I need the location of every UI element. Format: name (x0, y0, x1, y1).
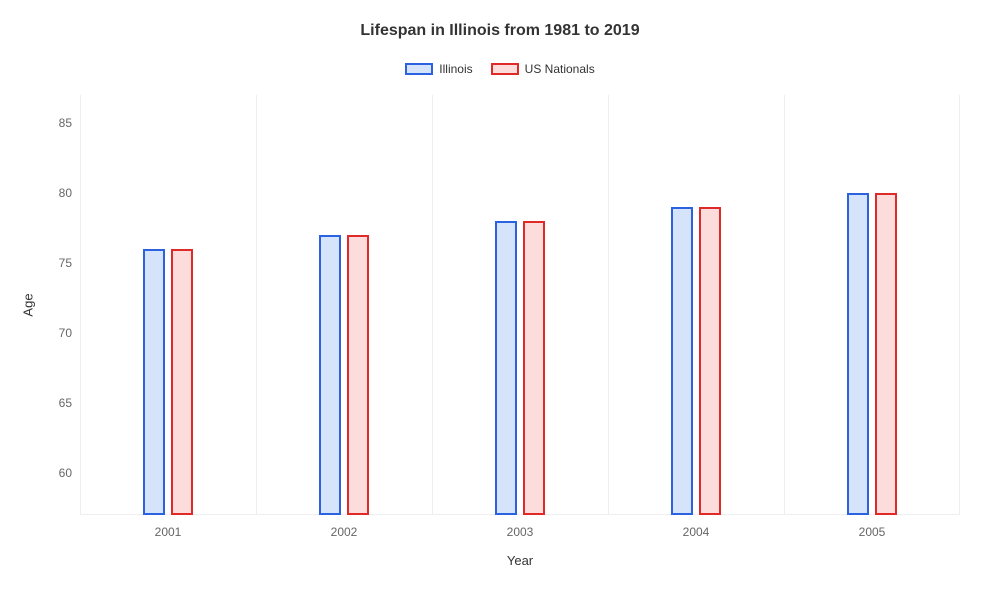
chart-title: Lifespan in Illinois from 1981 to 2019 (0, 22, 1000, 40)
bar (875, 193, 897, 515)
bar (523, 221, 545, 515)
bar (143, 249, 165, 515)
bar (847, 193, 869, 515)
legend-swatch (405, 63, 433, 75)
y-tick-label: 75 (59, 256, 72, 270)
axis-baseline (80, 514, 960, 515)
grid-line (784, 95, 785, 515)
y-tick-label: 85 (59, 116, 72, 130)
bar (347, 235, 369, 515)
grid-line (432, 95, 433, 515)
y-tick-label: 70 (59, 326, 72, 340)
bar (671, 207, 693, 515)
y-tick-label: 65 (59, 396, 72, 410)
y-axis-title: Age (21, 293, 36, 316)
bar (319, 235, 341, 515)
x-tick-label: 2005 (859, 525, 886, 539)
x-tick-label: 2003 (507, 525, 534, 539)
bar (171, 249, 193, 515)
legend-label: US Nationals (525, 62, 595, 76)
grid-line (959, 95, 960, 515)
grid-line (256, 95, 257, 515)
chart-container: Lifespan in Illinois from 1981 to 2019 I… (0, 0, 1000, 600)
legend-swatch (491, 63, 519, 75)
grid-line (80, 95, 81, 515)
legend-item: US Nationals (491, 62, 595, 76)
legend-label: Illinois (439, 62, 472, 76)
x-axis-title: Year (507, 553, 533, 568)
x-tick-label: 2002 (331, 525, 358, 539)
x-tick-label: 2001 (155, 525, 182, 539)
y-tick-label: 80 (59, 186, 72, 200)
plot-area: 60657075808520012002200320042005 (80, 95, 960, 515)
grid-line (608, 95, 609, 515)
y-tick-label: 60 (59, 466, 72, 480)
x-tick-label: 2004 (683, 525, 710, 539)
chart-legend: Illinois US Nationals (0, 62, 1000, 76)
bar (495, 221, 517, 515)
bar (699, 207, 721, 515)
legend-item: Illinois (405, 62, 472, 76)
